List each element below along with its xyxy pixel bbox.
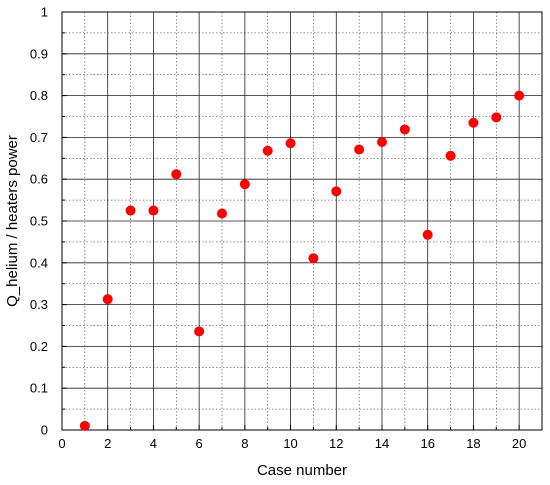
x-axis-title: Case number xyxy=(257,462,347,479)
data-point xyxy=(399,124,410,135)
y-tick-label: 0.9 xyxy=(30,46,48,61)
x-tick-label: 0 xyxy=(58,436,65,451)
minor-gridlines xyxy=(62,12,542,430)
x-tick-label: 20 xyxy=(512,436,526,451)
y-tick-label: 0.4 xyxy=(30,255,48,270)
y-tick-label: 0.6 xyxy=(30,172,48,187)
x-tick-label: 12 xyxy=(329,436,343,451)
y-tick-label: 0.2 xyxy=(30,339,48,354)
data-point xyxy=(285,138,296,149)
y-tick-label: 1 xyxy=(41,5,48,20)
x-tick-label: 10 xyxy=(283,436,297,451)
data-point xyxy=(445,150,456,161)
x-axis-tick-labels: 0 2 4 6 8 10 12 14 16 18 20 xyxy=(58,436,526,451)
x-tick-label: 14 xyxy=(375,436,389,451)
data-point xyxy=(262,145,273,156)
data-point xyxy=(491,112,502,123)
y-tick-label: 0.1 xyxy=(30,381,48,396)
data-point xyxy=(422,229,433,240)
y-tick-label: 0 xyxy=(41,423,48,438)
data-point xyxy=(148,205,159,216)
data-point xyxy=(102,294,113,305)
x-tick-label: 8 xyxy=(241,436,248,451)
y-tick-label: 0.5 xyxy=(30,214,48,229)
data-point xyxy=(308,253,319,264)
data-point xyxy=(331,186,342,197)
x-tick-label: 4 xyxy=(150,436,157,451)
y-tick-label: 0.7 xyxy=(30,130,48,145)
data-point xyxy=(377,136,387,147)
data-point xyxy=(514,90,525,101)
y-tick-label: 0.3 xyxy=(30,297,48,312)
y-axis-tick-labels: 0 0.1 0.2 0.3 0.4 0.5 0.6 0.7 0.8 0.9 1 xyxy=(30,5,48,438)
data-point xyxy=(171,169,182,180)
data-point xyxy=(79,420,90,431)
major-gridlines xyxy=(62,12,542,430)
data-point xyxy=(217,208,227,219)
y-axis-title: Q_helium / heaters power xyxy=(4,135,21,307)
data-point xyxy=(468,117,479,128)
data-points xyxy=(79,90,525,431)
x-tick-label: 16 xyxy=(420,436,434,451)
x-tick-label: 6 xyxy=(196,436,203,451)
data-point xyxy=(239,179,250,190)
data-point xyxy=(125,205,136,216)
data-point xyxy=(194,326,205,337)
x-tick-label: 18 xyxy=(466,436,480,451)
x-tick-label: 2 xyxy=(104,436,111,451)
data-point xyxy=(354,144,365,155)
axis-ticks xyxy=(61,11,543,431)
y-tick-label: 0.8 xyxy=(30,88,48,103)
